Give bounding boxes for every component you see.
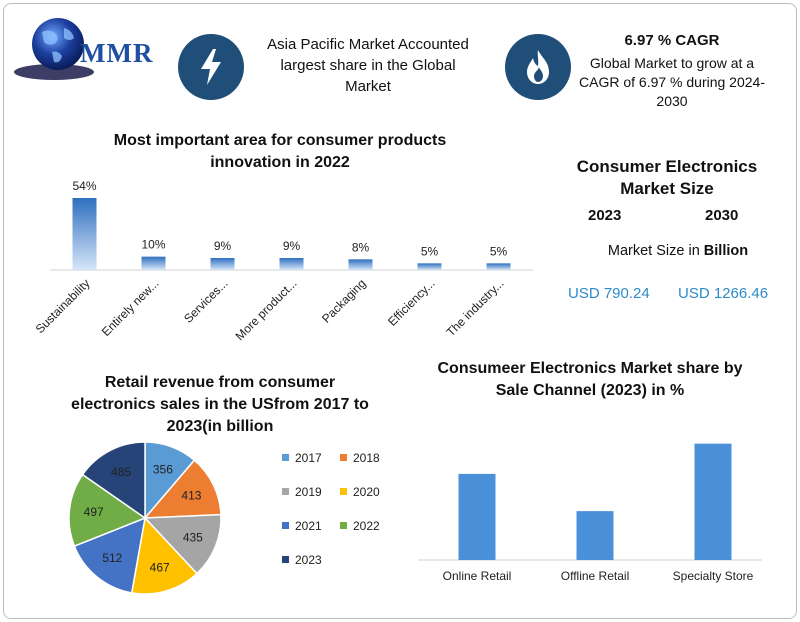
pie-legend: 2017 2018 2019 2020 2021 2022 2023 (282, 451, 380, 567)
bar-5 (417, 263, 442, 270)
data-label-2: 9% (214, 239, 232, 253)
cagr-title: 6.97 % CAGR (624, 32, 720, 49)
pie-slice-2018 (143, 459, 222, 519)
data-label-4: 8% (352, 240, 370, 254)
market-year-2030: 2030 (705, 207, 739, 224)
category-label-5: Efficiency... (385, 276, 438, 329)
lightning-icon (178, 34, 244, 100)
bar-2 (210, 258, 235, 270)
sale-channel-bar-chart: Online Retail Offline Retail Specialty Sto… (418, 443, 762, 583)
retail-revenue-pie-chart: 356 413 435 467 512 497 485 (68, 441, 222, 595)
bar-4 (348, 259, 373, 270)
legend-swatch-2020 (340, 488, 347, 495)
data-label-3: 9% (283, 239, 301, 253)
mmr-logo: MMR (12, 16, 162, 86)
pie-slice-2021 (73, 516, 146, 594)
legend-swatch-2023 (282, 556, 289, 563)
bar-0 (458, 473, 496, 560)
bar-6 (486, 263, 511, 270)
pie-label-2017: 356 (153, 463, 173, 477)
legend-swatch-2017 (282, 454, 289, 461)
category-label-4: Packaging (319, 276, 369, 326)
category-label-0: Online Retail (443, 569, 512, 583)
category-label-1: Offline Retail (561, 569, 629, 583)
data-label-6: 5% (490, 244, 508, 258)
logo-text: MMR (80, 38, 154, 68)
pie-slice-2022 (68, 473, 147, 548)
market-value-2023: USD 790.24 (568, 285, 650, 302)
market-value-2030: USD 1266.46 (678, 285, 769, 302)
legend-swatch-2019 (282, 488, 289, 495)
pie-label-2018: 413 (181, 488, 201, 502)
pie-label-2020: 467 (150, 561, 170, 575)
legend-label-2021: 2021 (295, 519, 322, 533)
bar-1 (141, 256, 166, 270)
bar-1 (576, 511, 614, 560)
cagr-text: Global Market to grow at a CAGR of 6.97 … (579, 55, 765, 109)
market-size-unit: Market Size in Billion (588, 243, 768, 259)
category-label-6: The industry... (444, 276, 507, 339)
innovation-chart-title: Most important area for consumer product… (113, 132, 447, 171)
market-size-title: Consumer Electronics Market Size (576, 157, 758, 198)
data-label-5: 5% (421, 244, 439, 258)
innovation-bar-chart: 54% Sustainability 10% Entirely new... 9% Ser… (33, 179, 533, 343)
legend-label-2023: 2023 (295, 553, 322, 567)
legend-label-2017: 2017 (295, 451, 322, 465)
category-label-2: Services... (181, 276, 231, 326)
pie-slice-2019 (143, 513, 222, 575)
pie-slice-2020 (130, 516, 198, 595)
market-year-2023: 2023 (588, 207, 622, 224)
pie-slice-2023 (81, 441, 146, 520)
bar-3 (279, 258, 304, 270)
bar-0 (72, 198, 97, 270)
category-label-0: Sustainability (33, 276, 93, 336)
legend-swatch-2018 (340, 454, 347, 461)
flame-icon (505, 34, 571, 100)
category-label-2: Specialty Store (673, 569, 754, 583)
highlight-apac-text: Asia Pacific Market Accounted largest sh… (267, 36, 469, 95)
market-size-unit-bold: Billion (703, 243, 749, 259)
pie-label-2021: 512 (102, 551, 122, 565)
globe-icon (14, 18, 94, 80)
category-label-1: Entirely new... (99, 276, 162, 339)
legend-label-2022: 2022 (353, 519, 380, 533)
sale-channel-title: Consumeer Electronics Market share by Sa… (437, 360, 743, 399)
category-label-3: More product... (233, 276, 300, 343)
legend-label-2020: 2020 (353, 485, 380, 499)
market-size-unit-label: Market Size in (607, 243, 700, 259)
legend-swatch-2021 (282, 522, 289, 529)
pie-label-2019: 435 (183, 531, 203, 545)
legend-label-2019: 2019 (295, 485, 322, 499)
data-label-1: 10% (141, 238, 165, 252)
legend-label-2018: 2018 (353, 451, 380, 465)
legend-swatch-2022 (340, 522, 347, 529)
data-label-0: 54% (72, 179, 96, 193)
bar-2 (694, 443, 732, 560)
pie-label-2023: 485 (111, 465, 131, 479)
retail-revenue-title: Retail revenue from consumer electronics… (71, 374, 369, 435)
pie-label-2022: 497 (84, 505, 104, 519)
page-frame (3, 3, 797, 619)
